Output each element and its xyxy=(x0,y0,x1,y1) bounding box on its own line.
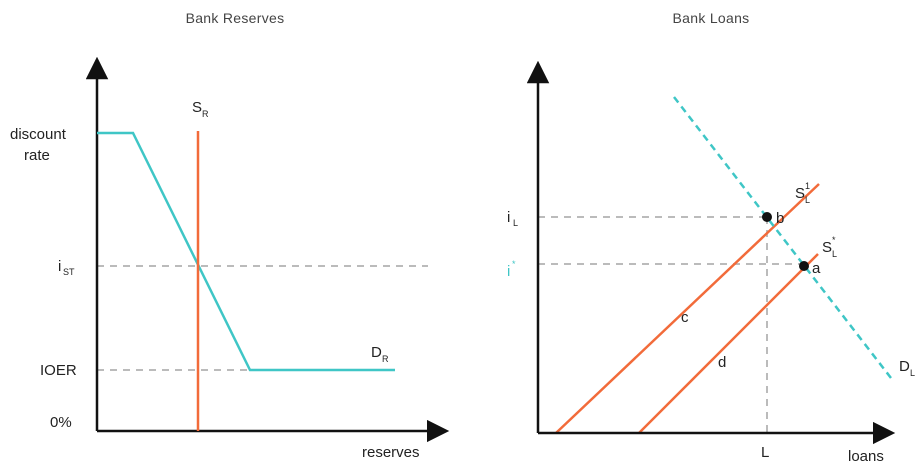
svg-text:R: R xyxy=(382,354,389,364)
svg-text:i: i xyxy=(507,209,510,226)
svg-text:R: R xyxy=(202,109,209,119)
point-a-label: a xyxy=(812,260,821,277)
svg-text:*: * xyxy=(512,259,516,269)
svg-text:S: S xyxy=(822,239,832,256)
loans-supply-curve-1 xyxy=(555,183,820,434)
l-tick-label: L xyxy=(761,444,769,461)
svg-text:L: L xyxy=(832,249,837,259)
bank-reserves-panel: Bank Reserves discount rate i ST IOER 0%… xyxy=(10,10,450,461)
svg-text:D: D xyxy=(899,358,910,375)
loans-axis-label: loans xyxy=(848,448,884,464)
demand-loans-label: D L xyxy=(899,358,915,378)
svg-text:*: * xyxy=(832,235,836,245)
ioer-label: IOER xyxy=(40,362,77,379)
supply-loans-star-label: S * L xyxy=(822,235,837,259)
bank-loans-panel: Bank Loans i L i * S 1 L xyxy=(507,10,915,464)
loans-demand-curve xyxy=(673,96,892,379)
i-st-label: i ST xyxy=(58,258,75,277)
svg-text:L: L xyxy=(513,218,518,228)
i-l-label: i L xyxy=(507,209,518,228)
svg-text:S: S xyxy=(795,185,805,202)
point-b-marker xyxy=(762,212,772,222)
i-star-label: i * xyxy=(507,259,516,280)
svg-text:1: 1 xyxy=(805,181,810,191)
zero-percent-label: 0% xyxy=(50,414,72,431)
bank-reserves-title: Bank Reserves xyxy=(186,10,285,26)
line-c-label: c xyxy=(681,309,689,326)
point-a-marker xyxy=(799,261,809,271)
svg-text:S: S xyxy=(192,99,202,116)
svg-text:L: L xyxy=(910,368,915,378)
svg-text:i: i xyxy=(58,258,61,275)
reserves-axis-label: reserves xyxy=(362,444,420,461)
bank-loans-title: Bank Loans xyxy=(673,10,750,26)
svg-text:L: L xyxy=(805,195,810,205)
demand-reserves-label: D R xyxy=(371,344,389,364)
line-d-label: d xyxy=(718,354,726,371)
reserves-demand-curve xyxy=(97,131,395,372)
loans-supply-curve-star xyxy=(638,253,819,434)
svg-text:i: i xyxy=(507,263,510,280)
svg-text:ST: ST xyxy=(63,267,75,277)
supply-loans-1-label: S 1 L xyxy=(795,181,810,205)
discount-rate-label-line1: discount xyxy=(10,126,67,143)
point-b-label: b xyxy=(776,210,784,227)
discount-rate-label-line2: rate xyxy=(24,147,50,164)
svg-text:D: D xyxy=(371,344,382,361)
supply-reserves-label: S R xyxy=(192,99,209,119)
